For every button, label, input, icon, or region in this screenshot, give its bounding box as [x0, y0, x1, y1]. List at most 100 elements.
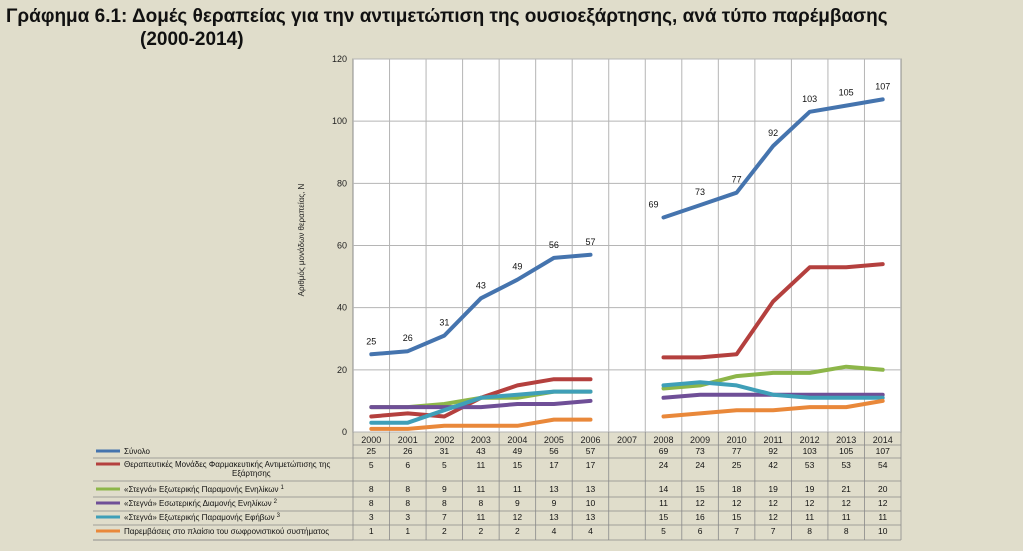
table-cell: 3 [369, 512, 374, 522]
series-line-1 [661, 262, 885, 360]
x-tick-label: 2004 [507, 435, 527, 445]
table-cell: 77 [732, 446, 742, 456]
table-cell: 25 [732, 460, 742, 470]
table-cell: 4 [552, 526, 557, 536]
legend-footnote-4: 3 [277, 513, 281, 519]
table-cell: 8 [478, 498, 483, 508]
data-label: 92 [768, 128, 778, 138]
table-cell: 26 [403, 446, 413, 456]
table-cell: 4 [588, 526, 593, 536]
table-cell: 2 [442, 526, 447, 536]
y-tick-label: 40 [337, 303, 347, 313]
y-axis-label: Αριθμός μονάδων θεραπείας, N [297, 183, 306, 296]
table-cell: 24 [659, 460, 669, 470]
table-cell: 57 [586, 446, 596, 456]
table-cell: 2 [515, 526, 520, 536]
table-cell: 8 [369, 484, 374, 494]
table-cell: 8 [442, 498, 447, 508]
data-label: 56 [549, 240, 559, 250]
x-tick-label: 2007 [617, 435, 637, 445]
legend-label-1-cont: Εξάρτησης [232, 469, 271, 478]
table-cell: 3 [405, 512, 410, 522]
data-label: 26 [403, 333, 413, 343]
table-cell: 11 [476, 460, 485, 470]
table-cell: 10 [878, 526, 888, 536]
table-cell: 103 [803, 446, 817, 456]
table-cell: 25 [367, 446, 377, 456]
legend-label-2: «Στεγνά» Εξωτερικής Παραμονής Ενηλίκων 1 [124, 485, 285, 494]
table-cell: 56 [549, 446, 559, 456]
table-cell: 8 [405, 498, 410, 508]
data-label: 69 [649, 200, 659, 210]
table-cell: 9 [442, 484, 447, 494]
data-label: 25 [366, 336, 376, 346]
table-cell: 18 [732, 484, 742, 494]
x-tick-label: 2005 [544, 435, 564, 445]
table-cell: 1 [369, 526, 374, 536]
table-cell: 15 [513, 460, 523, 470]
table-cell: 12 [841, 498, 851, 508]
x-tick-label: 2014 [873, 435, 893, 445]
table-cell: 14 [659, 484, 669, 494]
y-tick-label: 0 [342, 427, 347, 437]
table-cell: 6 [405, 460, 410, 470]
legend-label-4: «Στεγνά» Εξωτερικής Παραμονής Εφήβων 3 [124, 513, 281, 522]
table-cell: 12 [805, 498, 815, 508]
table-cell: 13 [549, 484, 559, 494]
table-cell: 12 [768, 512, 778, 522]
series-line-3 [369, 398, 593, 410]
table-cell: 11 [842, 512, 851, 522]
table-cell: 2 [478, 526, 483, 536]
y-tick-label: 120 [332, 54, 347, 64]
table-cell: 15 [695, 484, 705, 494]
table-cell: 54 [878, 460, 888, 470]
series-line-2 [661, 364, 885, 391]
table-cell: 9 [515, 498, 520, 508]
table-cell: 24 [695, 460, 705, 470]
table-cell: 12 [732, 498, 742, 508]
table-cell: 7 [771, 526, 776, 536]
table-cell: 53 [841, 460, 851, 470]
table-cell: 12 [695, 498, 705, 508]
data-label: 49 [512, 262, 522, 272]
legend-label-1: Θεραπευτικές Μονάδες Φαρμακευτικής Αντιμ… [124, 460, 330, 469]
data-label: 73 [695, 187, 705, 197]
table-cell: 69 [659, 446, 669, 456]
data-label: 57 [585, 237, 595, 247]
table-cell: 13 [586, 484, 596, 494]
table-cell: 8 [844, 526, 849, 536]
y-tick-label: 100 [332, 116, 347, 126]
data-label: 43 [476, 280, 486, 290]
table-cell: 7 [442, 512, 447, 522]
legend-label-0: Σύνολο [124, 447, 150, 456]
y-tick-label: 20 [337, 365, 347, 375]
series-line-4 [661, 380, 885, 400]
y-tick-label: 80 [337, 178, 347, 188]
table-cell: 105 [839, 446, 853, 456]
x-tick-label: 2000 [361, 435, 381, 445]
table-cell: 43 [476, 446, 486, 456]
x-tick-label: 2006 [580, 435, 600, 445]
table-cell: 6 [698, 526, 703, 536]
table-cell: 12 [878, 498, 888, 508]
series-line-5 [369, 417, 593, 431]
table-cell: 11 [513, 484, 522, 494]
table-cell: 5 [369, 460, 374, 470]
x-tick-label: 2013 [836, 435, 856, 445]
table-cell: 17 [586, 460, 596, 470]
table-cell: 49 [513, 446, 523, 456]
series-line-0 [369, 252, 593, 357]
table-cell: 20 [878, 484, 888, 494]
legend-label-5: Παρεμβάσεις στο πλαίσιο του σωφρονιστικο… [124, 527, 329, 536]
data-label: 31 [439, 318, 449, 328]
x-tick-label: 2009 [690, 435, 710, 445]
x-tick-label: 2010 [727, 435, 747, 445]
x-tick-label: 2003 [471, 435, 491, 445]
table-cell: 19 [805, 484, 815, 494]
series-line-4 [369, 389, 593, 425]
x-tick-label: 2002 [434, 435, 454, 445]
data-label: 107 [875, 81, 890, 91]
table-cell: 53 [805, 460, 815, 470]
table-cell: 11 [805, 512, 814, 522]
table-cell: 8 [807, 526, 812, 536]
